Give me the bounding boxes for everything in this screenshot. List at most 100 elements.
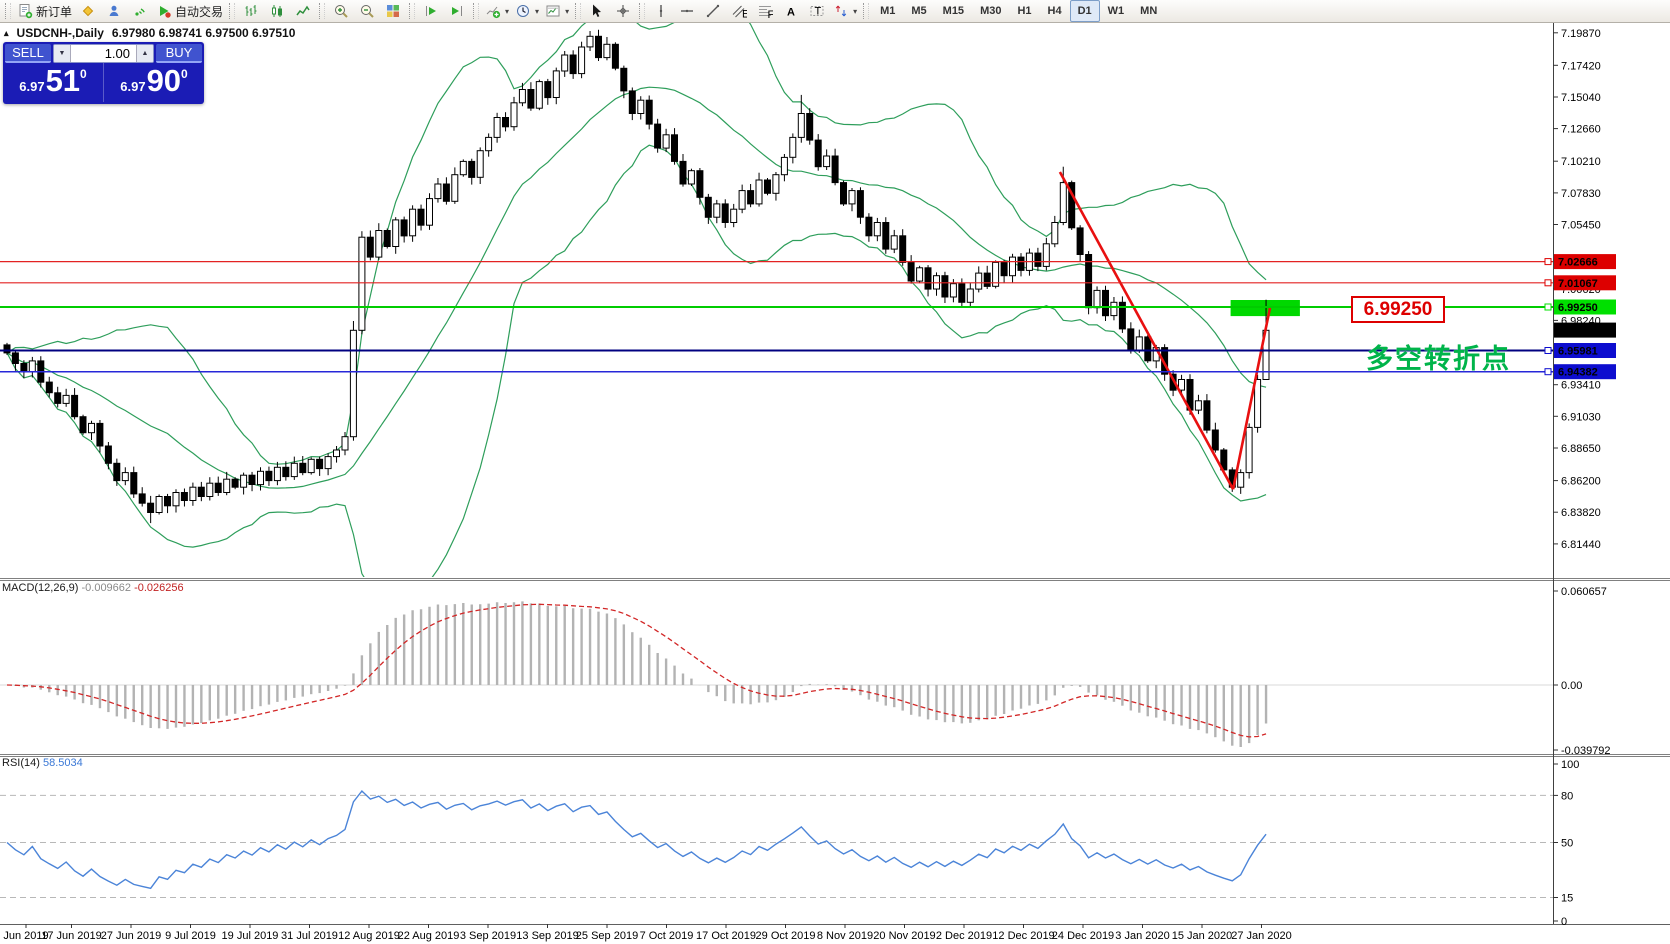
zoom-in-button[interactable] [328,0,354,22]
line-chart-button[interactable] [290,0,316,22]
date-tick-label: 13 Sep 2019 [516,930,578,942]
signals-button[interactable] [127,0,153,22]
price-tick-label: 7.10210 [1561,156,1601,168]
dropdown-caret-icon: ▾ [565,6,570,16]
price-panel [3,23,1300,577]
candlestick-chart-button[interactable] [264,0,290,22]
doc-plus-icon [17,3,33,19]
tile-windows-button[interactable] [380,0,406,22]
line-anchor-marker[interactable] [1544,303,1552,311]
text-label-button[interactable]: T [804,0,830,22]
tf-h1-button[interactable]: H1 [1009,0,1039,22]
indicators-button[interactable]: ▾ [482,0,512,22]
tf-h4-button[interactable]: H4 [1040,0,1070,22]
date-tick-label: 22 Aug 2019 [398,930,460,942]
fibonacci-button[interactable]: F [752,0,778,22]
tf-mn-button[interactable]: MN [1132,0,1165,22]
price-badge-label: 6.99250 [1558,302,1598,314]
buy-price[interactable]: 6.97 90 0 [103,63,204,102]
tf-m15-button[interactable]: M15 [935,0,972,22]
text-button[interactable]: A [778,0,804,22]
macd-indicator-label: MACD(12,26,9) -0.009662 -0.026256 [2,582,184,594]
volume-input[interactable]: 1.00 [104,46,130,61]
button-label: D1 [1077,5,1092,17]
chart-canvas[interactable]: 7.19870 7.17420 7.15040 7.12660 7.10210 7.078… [0,23,1670,944]
price-tick-label: 7.12660 [1561,124,1601,136]
vertical-line-button[interactable] [648,0,674,22]
cursor-button[interactable] [584,0,610,22]
toolbar-group-5 [584,0,636,22]
date-tick-label: 27 Jun 2019 [101,930,162,942]
date-tick-label: 2 Dec 2019 [936,930,992,942]
zoom-out-button[interactable] [354,0,380,22]
button-label: M15 [942,5,965,17]
line-anchor-marker[interactable] [1544,368,1552,376]
chart-shift-button[interactable] [444,0,470,22]
line-anchor-marker[interactable] [1544,279,1552,287]
cursor-icon [589,3,605,19]
trendline-down[interactable] [1058,171,1235,490]
arrows-button[interactable]: ▾ [830,0,860,22]
price-badge-6.97510 [1554,322,1616,338]
tf-m30-button[interactable]: M30 [972,0,1009,22]
price-tick-label: 6.86200 [1561,476,1601,488]
svg-text:F: F [768,9,774,19]
tf-d1-button[interactable]: D1 [1069,0,1100,22]
templates-button[interactable]: ▾ [542,0,572,22]
rsi-line [6,789,1267,890]
panel-collapse-arrow[interactable]: ▴ [4,28,9,38]
price-tick-label: 6.81440 [1561,539,1601,551]
price-badge-label: 6.95981 [1558,346,1598,358]
tf-m1-button[interactable]: M1 [872,0,903,22]
equidistant-channel-button[interactable]: E [726,0,752,22]
button-label: M1 [880,5,896,17]
volume-increase-button[interactable]: ▲ [136,45,153,62]
tline-icon [705,3,721,19]
vline-icon [653,3,669,19]
price-badge-6.95981 [1554,343,1616,358]
trendline-up[interactable] [1231,306,1272,490]
quotes-button[interactable] [75,0,101,22]
line-anchor-marker[interactable] [1544,258,1552,266]
price-callout-label[interactable]: 6.99250 [1351,296,1445,323]
tf-m5-button[interactable]: M5 [903,0,934,22]
toolbar-group-handle [229,3,236,19]
toolbar-group-handle [639,3,646,19]
dropdown-caret-icon: ▾ [535,6,540,16]
button-label: M30 [980,5,1002,17]
bar-chart-button[interactable] [238,0,264,22]
periods-button[interactable]: ▾ [512,0,542,22]
line-anchor-marker[interactable] [1544,347,1552,354]
sell-price[interactable]: 6.97 51 0 [19,63,87,98]
community-button[interactable] [101,0,127,22]
button-label: H1 [1017,5,1032,17]
toolbar-group-handle [319,3,326,19]
sell-button[interactable]: SELL [5,44,51,63]
tf-w1-button[interactable]: W1 [1100,0,1133,22]
button-label: MN [1140,5,1158,17]
highlight-rect[interactable] [1230,300,1300,317]
horizontal-line-button[interactable] [674,0,700,22]
toolbar-group-handle [863,3,870,19]
diamond-icon [80,3,96,19]
zoom-in-icon [333,3,349,19]
svg-text:A: A [787,7,795,19]
trendline-button[interactable] [700,0,726,22]
rsi-axis-label: 80 [1561,790,1573,802]
bollinger-middle-band [6,86,1267,489]
volume-control: ▼ 1.00 ▲ [53,44,154,63]
volume-decrease-button[interactable]: ▼ [54,45,71,62]
price-tick-label: 7.05450 [1561,220,1601,232]
auto-scroll-button[interactable] [418,0,444,22]
buy-button[interactable]: BUY [156,44,202,63]
date-tick-label: 17 Oct 2019 [696,930,756,942]
macd-axis-label: 0.060657 [1561,586,1607,598]
date-tick-label: 20 Nov 2019 [873,930,935,942]
annotation-note-text[interactable]: 多空转折点 [1366,344,1511,374]
crosshair-button[interactable] [610,0,636,22]
new-order-button[interactable]: 新订单 [14,0,75,22]
autotrading-button[interactable]: 自动交易 [153,0,226,22]
svg-text:E: E [742,9,747,20]
autoplay-icon [156,3,172,19]
